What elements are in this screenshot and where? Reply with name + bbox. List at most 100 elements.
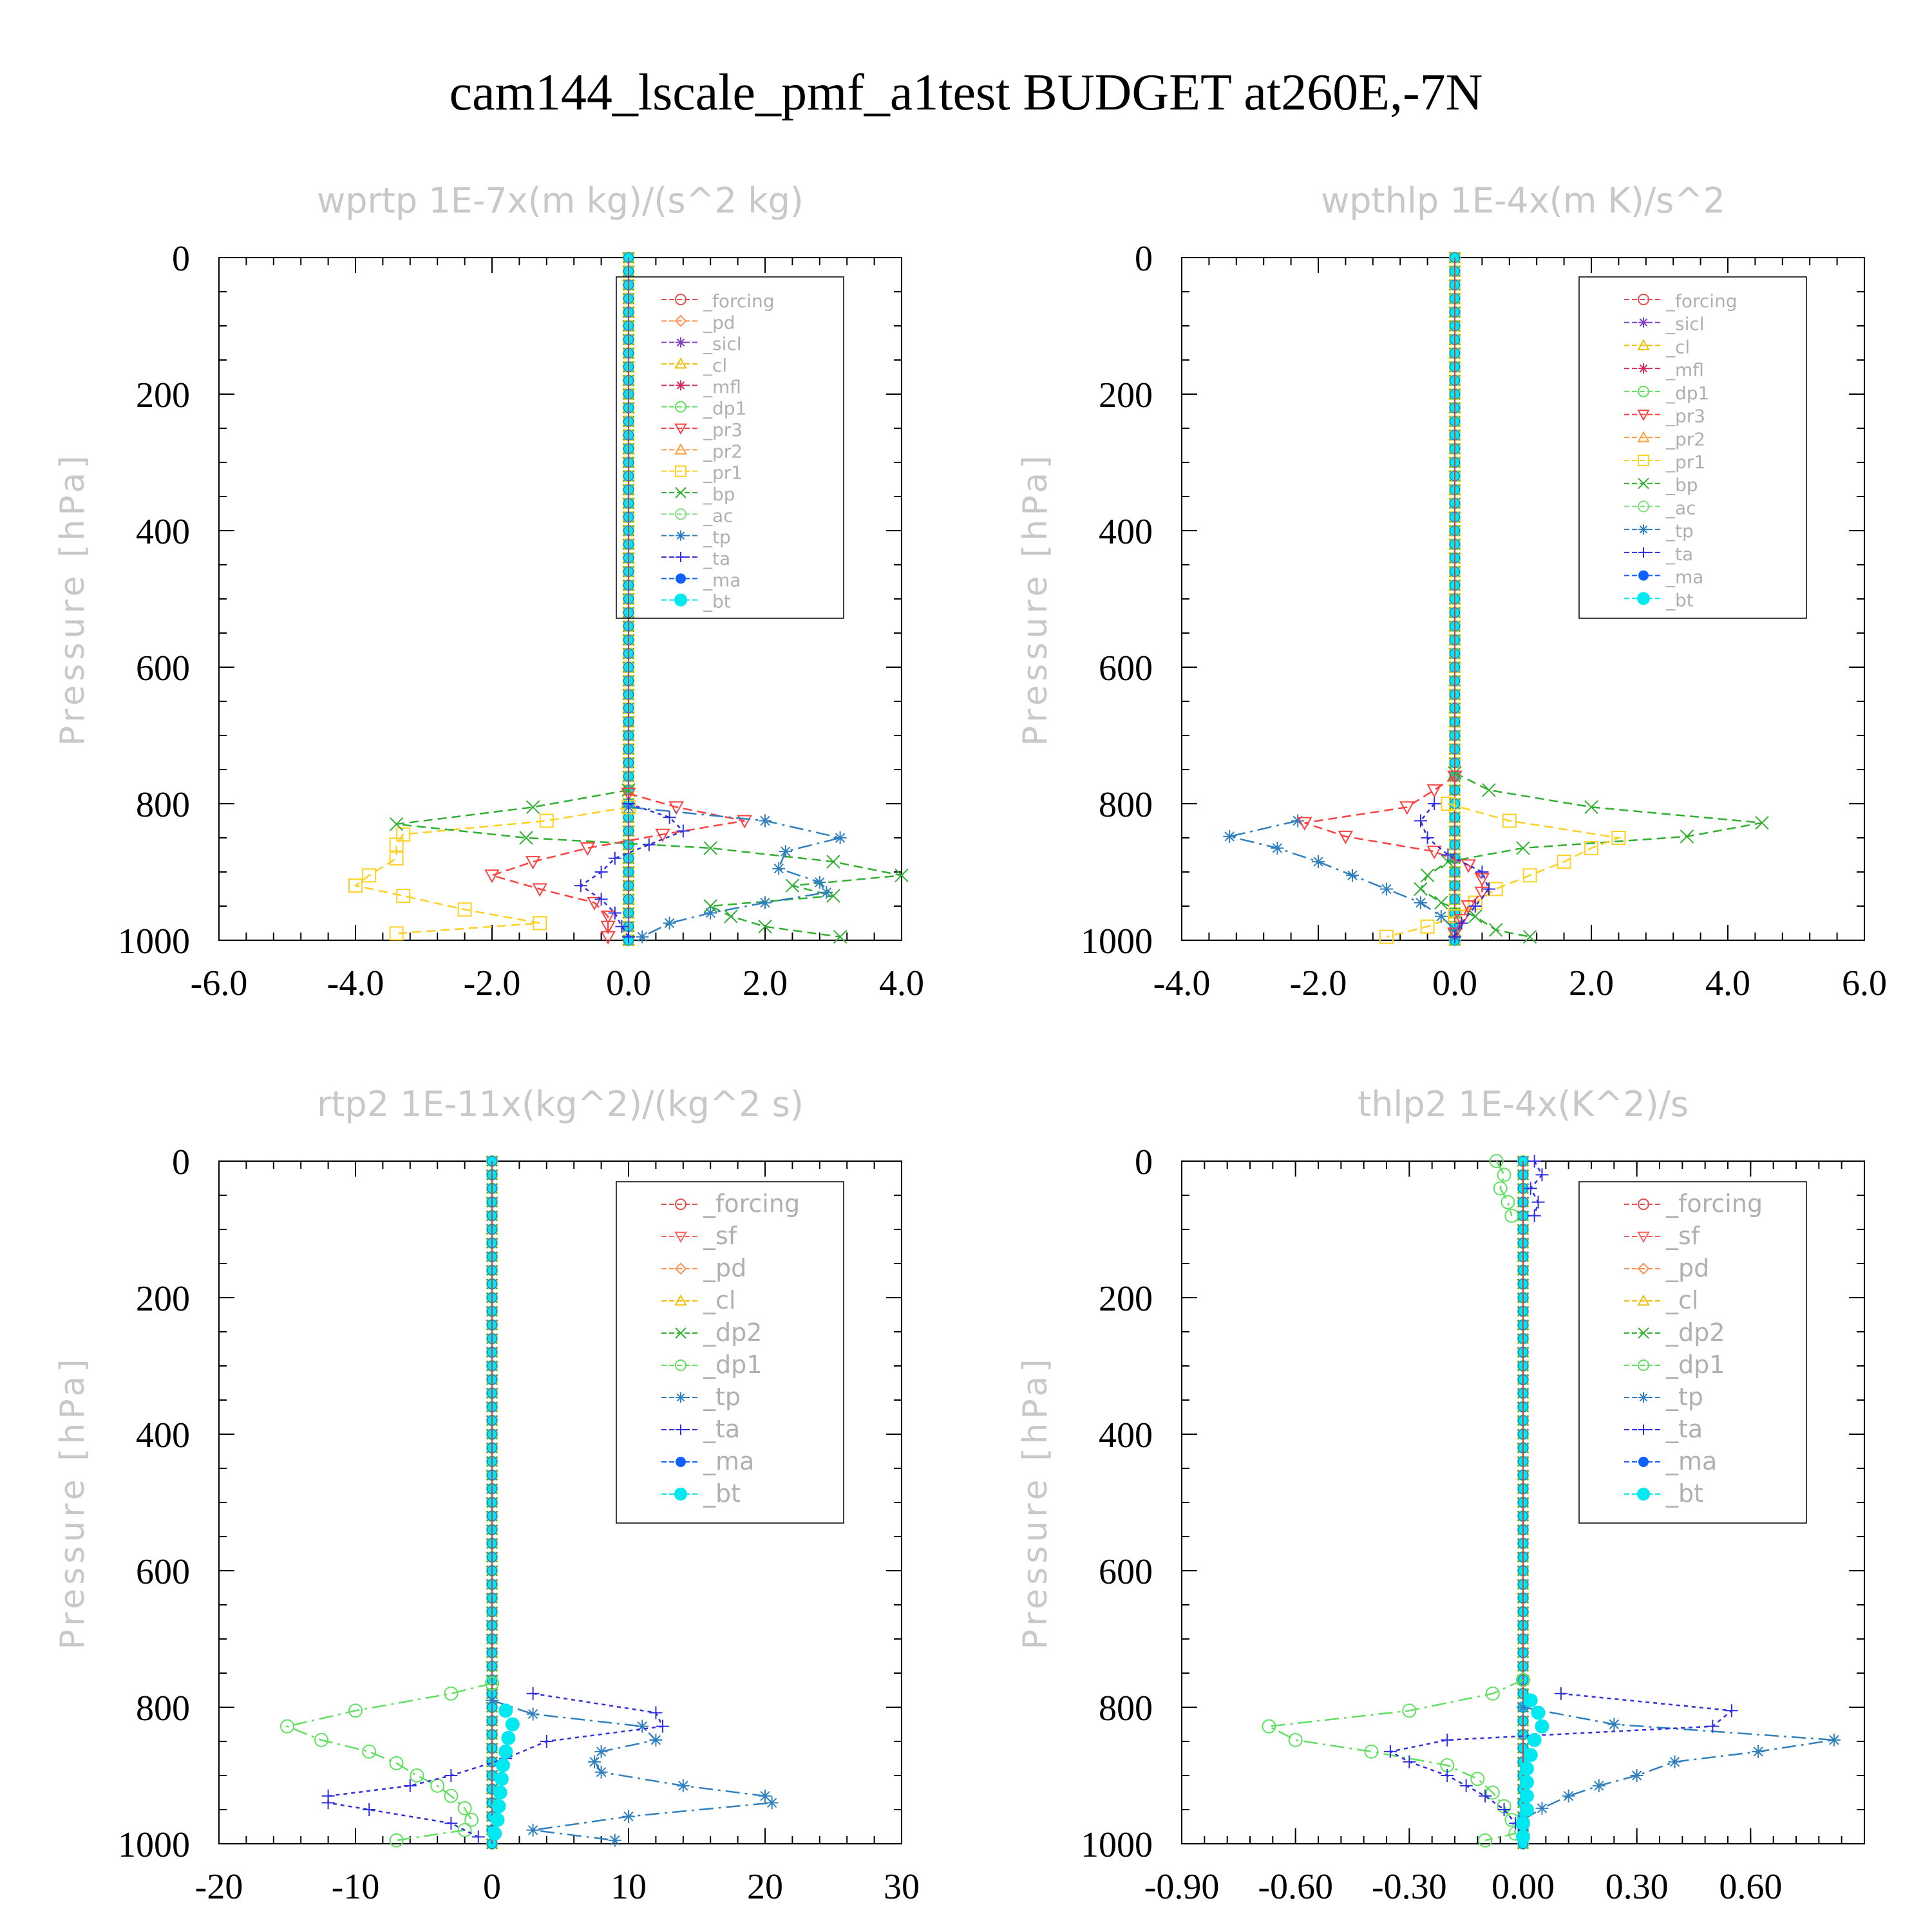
data-point — [1346, 869, 1359, 882]
data-point — [1297, 817, 1312, 831]
panel-3: rtp2 1E-11x(kg^2)/(kg^2 s) Pressure [hPa]… — [53, 1084, 920, 1907]
plot-frame — [218, 257, 902, 941]
data-point — [501, 1730, 516, 1745]
data-point — [600, 910, 616, 924]
legend-marker — [674, 314, 687, 327]
data-point — [895, 868, 909, 883]
y-tick-label: 200 — [1099, 1279, 1153, 1319]
data-point — [1522, 929, 1537, 944]
data-point — [1338, 830, 1354, 844]
data-point — [703, 899, 717, 913]
x-tick-label: 0.60 — [1719, 1867, 1782, 1907]
legend-marker — [674, 443, 687, 455]
y-tick-label: 800 — [1099, 785, 1153, 825]
data-point — [622, 930, 635, 943]
data-point — [1448, 923, 1461, 937]
data-point — [457, 1801, 472, 1815]
data-point — [655, 828, 670, 842]
legend-marker — [1637, 410, 1650, 421]
legend-marker — [674, 357, 687, 369]
legend-label: _forcing — [703, 1189, 800, 1218]
data-point — [1611, 831, 1626, 845]
data-point — [758, 920, 772, 934]
x-tick-label: 30 — [884, 1867, 920, 1907]
data-point — [1531, 1705, 1546, 1720]
series-line — [327, 1692, 664, 1838]
data-point — [1516, 1816, 1530, 1831]
data-point — [772, 862, 786, 875]
series-line — [396, 789, 902, 938]
series-line — [628, 806, 840, 938]
data-point — [656, 1719, 669, 1733]
panel-title: wprtp 1E-7x(m kg)/(s^2 kg) — [317, 180, 804, 221]
y-tick-label: 400 — [136, 512, 190, 552]
plot-frame — [1181, 257, 1865, 941]
panel-title: thlp2 1E-4x(K^2)/s — [1358, 1084, 1689, 1124]
x-tick-label: 20 — [747, 1867, 783, 1907]
legend-marker — [676, 573, 686, 584]
legend-label: _pd — [703, 1254, 746, 1282]
x-tick-label: -4.0 — [1153, 963, 1211, 1003]
data-point — [539, 813, 554, 828]
data-point — [1584, 800, 1598, 815]
data-point — [663, 916, 676, 930]
data-point — [389, 1833, 404, 1848]
legend-label: _tp — [703, 527, 731, 548]
legend-marker — [1638, 1457, 1649, 1467]
data-point — [1680, 829, 1694, 844]
legend-label: _cl — [703, 355, 727, 376]
x-tick-label: -2.0 — [1290, 963, 1347, 1003]
legend-marker — [1637, 592, 1650, 605]
y-tick-label: 1000 — [1081, 1825, 1153, 1865]
data-point — [505, 1717, 520, 1732]
series-ta — [1414, 797, 1495, 943]
series-line — [1386, 802, 1622, 938]
legend-label: _dp1 — [1665, 1350, 1725, 1379]
legend-label: _ac — [703, 505, 734, 526]
legend-label: _pr2 — [1665, 428, 1705, 450]
x-tick-label: 0.00 — [1492, 1867, 1555, 1907]
data-point — [389, 851, 404, 866]
legend-marker — [1637, 431, 1650, 442]
legend-marker — [676, 1425, 686, 1435]
series-ta — [321, 1687, 669, 1844]
data-point — [526, 1823, 540, 1837]
y-tick-label: 200 — [1099, 375, 1153, 415]
legend-label: _sicl — [703, 334, 742, 355]
data-point — [1364, 1744, 1379, 1759]
legend-marker — [1637, 1294, 1650, 1306]
data-point — [444, 1769, 458, 1782]
series-ta — [574, 797, 690, 943]
legend-label: _bt — [1665, 589, 1694, 611]
legend-marker — [1638, 1392, 1649, 1403]
legend-marker — [674, 1231, 687, 1244]
data-point — [1516, 841, 1530, 855]
legend-marker — [676, 1392, 686, 1403]
data-point — [759, 1789, 772, 1803]
data-point — [1528, 1155, 1541, 1168]
data-point — [622, 797, 635, 810]
data-point — [1584, 840, 1598, 855]
legend-label: _bt — [1665, 1479, 1703, 1508]
legend-marker — [675, 465, 687, 477]
data-point — [1516, 1672, 1530, 1687]
series-line — [489, 792, 745, 937]
data-point — [703, 841, 717, 855]
data-point — [724, 909, 738, 923]
data-point — [1528, 1209, 1541, 1222]
data-point — [1479, 1789, 1492, 1803]
legend-box — [1578, 276, 1807, 619]
data-point — [486, 1694, 498, 1707]
y-tick-label: 400 — [1099, 1416, 1153, 1455]
series-ta — [1524, 1155, 1549, 1222]
series-dp1 — [1262, 1672, 1530, 1848]
data-point — [1482, 783, 1496, 797]
data-point — [1501, 1195, 1515, 1209]
data-point — [1535, 1801, 1549, 1815]
data-point — [813, 875, 826, 889]
y-tick-label: 600 — [1099, 1552, 1153, 1592]
data-point — [1414, 814, 1427, 828]
data-point — [471, 1830, 485, 1844]
series-line — [1229, 820, 1456, 937]
